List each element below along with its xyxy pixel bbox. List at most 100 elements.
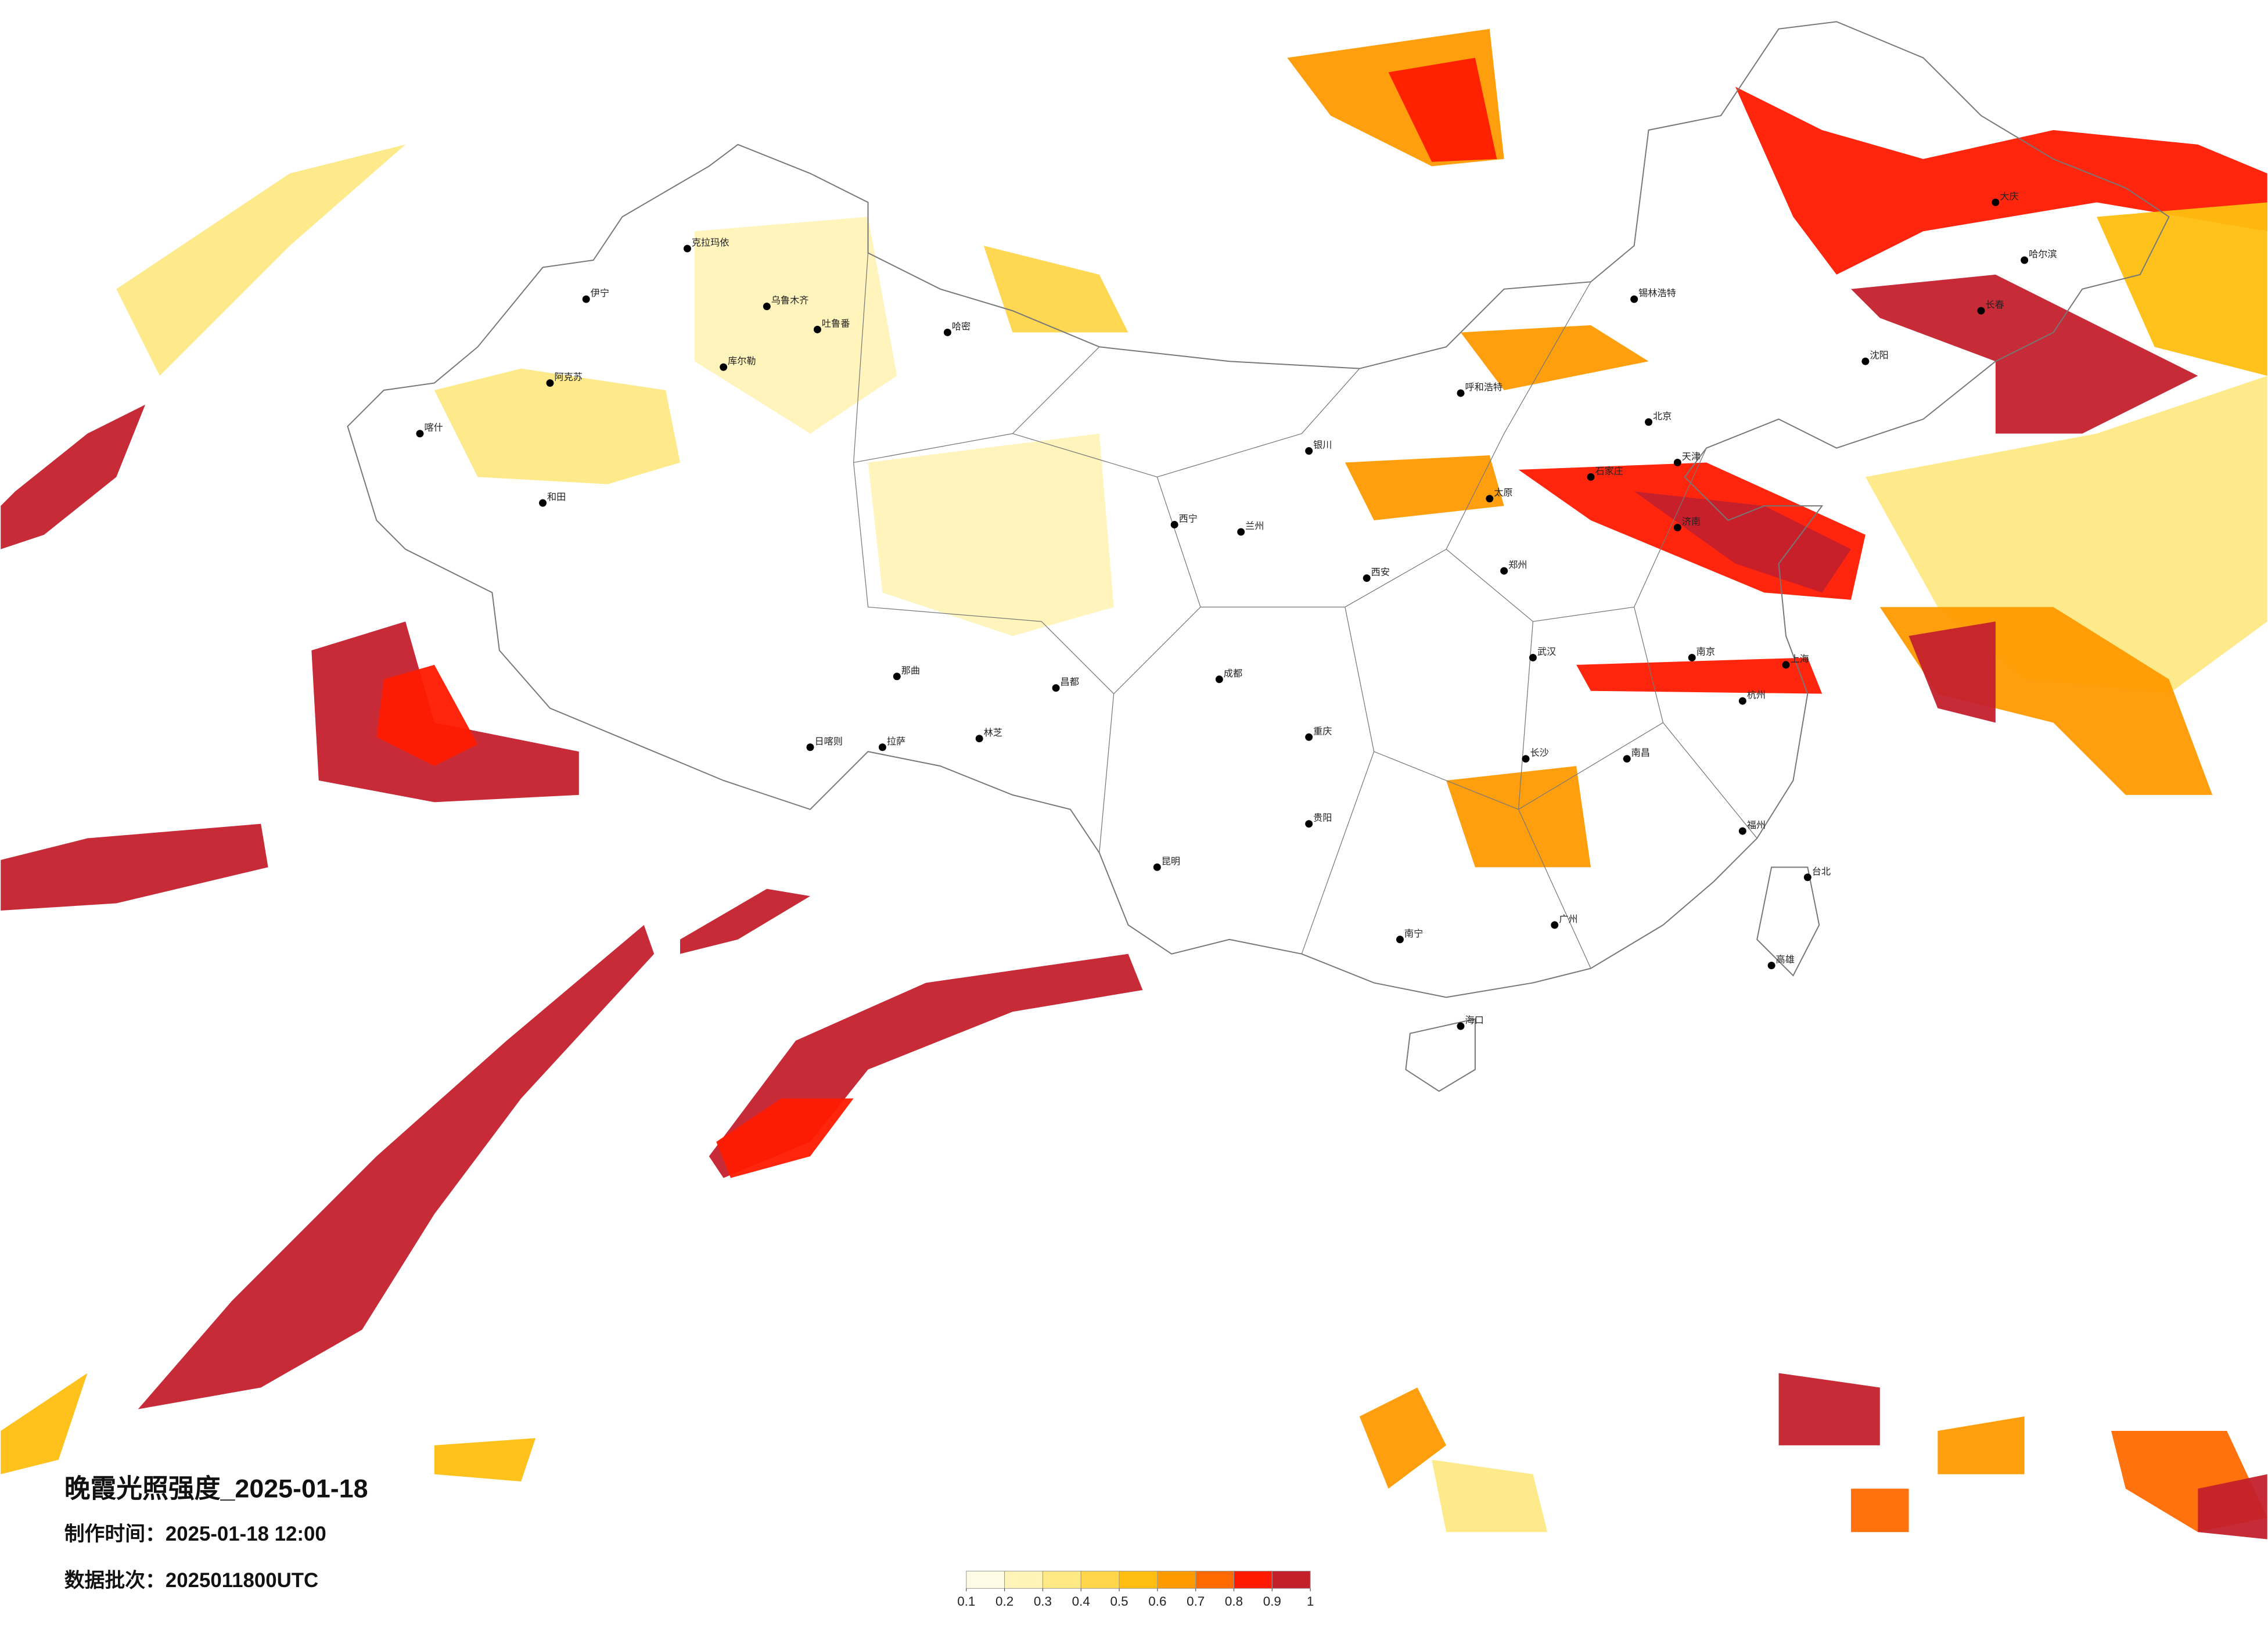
heat-area bbox=[1446, 766, 1591, 868]
city-dot bbox=[1630, 295, 1638, 303]
city-dot bbox=[1782, 661, 1790, 669]
city-label: 成都 bbox=[1224, 668, 1242, 679]
city-dot bbox=[1992, 198, 2000, 206]
city-dot bbox=[813, 325, 821, 333]
city-label: 乌鲁木齐 bbox=[771, 296, 809, 306]
city-dot bbox=[539, 499, 547, 507]
city-label: 台北 bbox=[1812, 866, 1831, 877]
city-label: 伊宁 bbox=[591, 288, 609, 298]
heat-area bbox=[1432, 1459, 1548, 1533]
colorbar-tick-label: 1 bbox=[1307, 1594, 1314, 1609]
colorbar-tick-label: 0.5 bbox=[1110, 1594, 1128, 1609]
city-dot bbox=[1457, 1022, 1465, 1030]
heat-area bbox=[868, 433, 1114, 636]
data-batch: 数据批次：2025011800UTC bbox=[64, 1569, 319, 1592]
heat-area bbox=[434, 1438, 536, 1482]
city-label: 呼和浩特 bbox=[1465, 382, 1503, 393]
city-dot bbox=[1623, 755, 1631, 763]
city-dot bbox=[683, 244, 691, 253]
heat-area bbox=[116, 144, 406, 376]
city-dot bbox=[1673, 458, 1681, 466]
city-dot bbox=[2021, 256, 2029, 264]
heat-layer bbox=[1, 28, 2267, 1539]
map-title: 晚霞光照强度_2025-01-18 bbox=[64, 1474, 368, 1503]
heat-area bbox=[716, 1098, 854, 1178]
heat-area bbox=[138, 924, 655, 1409]
city-label: 那曲 bbox=[901, 665, 920, 676]
city-label: 日喀则 bbox=[814, 736, 842, 747]
colorbar-box bbox=[1195, 1570, 1235, 1589]
heat-area bbox=[1634, 491, 1851, 593]
city-label: 大庆 bbox=[2000, 191, 2018, 202]
city-label: 昌都 bbox=[1061, 677, 1079, 688]
city-dot bbox=[975, 735, 983, 743]
city-dot bbox=[1052, 684, 1060, 692]
colorbar-tick-label: 0.3 bbox=[1034, 1594, 1052, 1609]
heat-area bbox=[1359, 1387, 1447, 1489]
city-dot bbox=[1170, 520, 1178, 528]
city-dot bbox=[1396, 936, 1404, 944]
heat-area bbox=[1, 823, 268, 911]
city-dot bbox=[1215, 675, 1223, 684]
city-dot bbox=[1529, 653, 1537, 661]
colorbar-box bbox=[1271, 1570, 1311, 1589]
city-label: 天津 bbox=[1682, 451, 1701, 462]
heat-area bbox=[1, 404, 146, 549]
city-dot bbox=[1500, 567, 1508, 575]
heat-area bbox=[1938, 1416, 2025, 1474]
city-dot bbox=[1977, 307, 1985, 315]
heat-area bbox=[694, 217, 897, 434]
city-label: 南京 bbox=[1696, 646, 1715, 657]
colorbar-box bbox=[966, 1570, 1005, 1589]
city-dot bbox=[1861, 357, 1870, 365]
province-borders bbox=[853, 253, 1757, 969]
colorbar: 0.1 0.2 0.3 0.4 0.5 0.6 0.7 0.8 0.9 1 bbox=[957, 1570, 1314, 1609]
city-label: 喀什 bbox=[424, 423, 443, 433]
city-label: 库尔勒 bbox=[728, 356, 756, 366]
city-label: 杭州 bbox=[1747, 690, 1766, 700]
city-label: 哈密 bbox=[952, 321, 971, 332]
heat-area bbox=[376, 664, 478, 767]
city-dot bbox=[763, 303, 771, 311]
city-dot bbox=[1237, 528, 1245, 536]
colorbar-box bbox=[1234, 1570, 1273, 1589]
heat-area bbox=[1576, 657, 1823, 694]
colorbar-box bbox=[1042, 1570, 1081, 1589]
heat-area bbox=[1778, 1373, 1880, 1445]
heat-area bbox=[2198, 1474, 2267, 1539]
heat-area bbox=[311, 621, 579, 803]
city-label: 林芝 bbox=[984, 728, 1002, 738]
city-label: 锡林浩特 bbox=[1638, 288, 1676, 298]
colorbar-tick-label: 0.4 bbox=[1072, 1594, 1090, 1609]
city-dot bbox=[1587, 473, 1595, 481]
city-label: 济南 bbox=[1682, 516, 1701, 527]
colorbar-box bbox=[1080, 1570, 1120, 1589]
heat-area bbox=[1908, 621, 1996, 723]
city-label: 克拉玛依 bbox=[692, 238, 729, 248]
city-label: 长沙 bbox=[1530, 748, 1548, 758]
colorbar-tick-label: 0.8 bbox=[1225, 1594, 1243, 1609]
production-time: 制作时间：2025-01-18 12:00 bbox=[64, 1523, 326, 1545]
city-dot bbox=[1803, 873, 1811, 882]
city-dot bbox=[1738, 827, 1746, 835]
city-dot bbox=[1486, 495, 1494, 503]
city-dot bbox=[1457, 389, 1465, 397]
city-dot bbox=[1645, 418, 1653, 426]
city-label: 太原 bbox=[1494, 488, 1512, 498]
city-label: 和田 bbox=[547, 492, 566, 502]
city-dot bbox=[1688, 653, 1696, 661]
city-label: 郑州 bbox=[1508, 560, 1527, 570]
city-dot bbox=[893, 672, 901, 681]
city-dot bbox=[1673, 523, 1681, 531]
city-label: 福州 bbox=[1747, 820, 1766, 830]
colorbar-box bbox=[1004, 1570, 1043, 1589]
colorbar-tick-label: 0.2 bbox=[995, 1594, 1013, 1609]
colorbar-tick-label: 0.9 bbox=[1263, 1594, 1281, 1609]
city-dot bbox=[720, 363, 728, 371]
city-label: 北京 bbox=[1653, 411, 1672, 422]
city-label: 武汉 bbox=[1537, 646, 1556, 657]
heat-area bbox=[2097, 202, 2267, 376]
